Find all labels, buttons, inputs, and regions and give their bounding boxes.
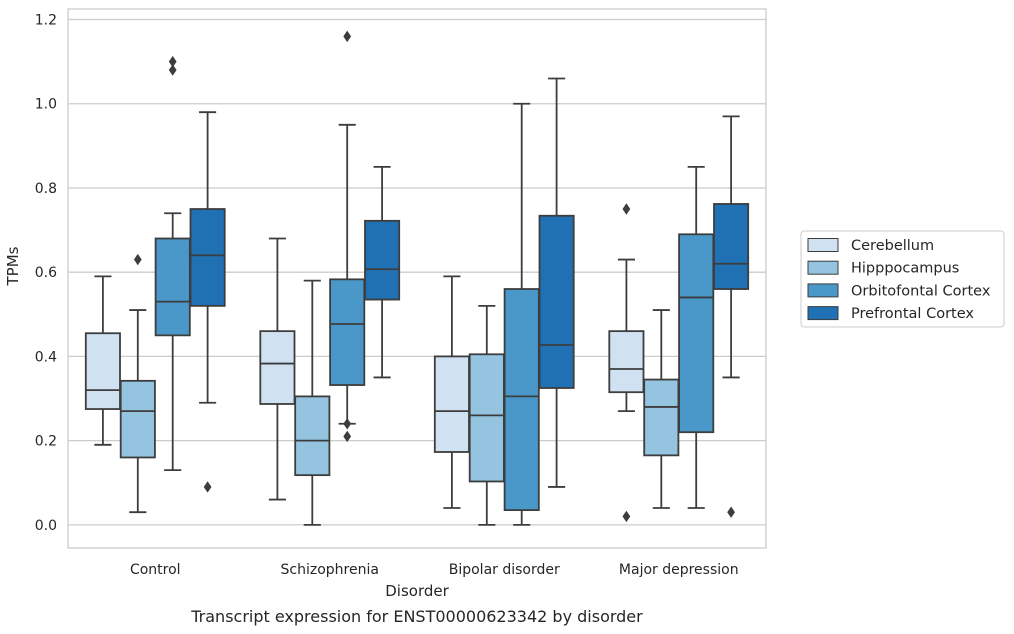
box-cerebellum-3 xyxy=(608,203,645,523)
outlier-point xyxy=(203,481,212,493)
box-orbitofontal-cortex-1 xyxy=(329,30,366,443)
legend-swatch xyxy=(807,238,839,252)
box-body xyxy=(329,278,366,386)
outlier-point xyxy=(343,30,352,43)
legend-swatch xyxy=(807,306,839,321)
legend-label: Orbitofontal Cortex xyxy=(851,283,991,299)
box-body xyxy=(259,330,296,405)
outlier-point xyxy=(622,510,631,523)
box-orbitofontal-cortex-2 xyxy=(503,102,540,526)
box-cerebellum-1 xyxy=(259,237,296,501)
x-axis-label: Disorder xyxy=(385,582,449,600)
box-body xyxy=(468,353,505,483)
x-tick-labels: Control Schizophrenia Bipolar disorder Majo… xyxy=(130,562,739,578)
legend-label: Prefrontal Cortex xyxy=(851,306,974,322)
box-prefrontal-cortex-2 xyxy=(538,77,575,488)
plot-frame xyxy=(67,8,767,549)
box-body xyxy=(678,233,715,434)
legend-label: Cerebellum xyxy=(851,238,934,254)
outlier-point xyxy=(343,418,352,430)
box-orbitofontal-cortex-0 xyxy=(154,55,191,471)
box-hipppocampus-0 xyxy=(119,253,156,514)
box-body xyxy=(364,219,401,301)
y-axis-label: TPMs xyxy=(4,246,22,286)
box-prefrontal-cortex-1 xyxy=(364,166,401,379)
outlier-point xyxy=(168,64,177,76)
y-tick-label: 0.4 xyxy=(35,349,57,365)
box-cerebellum-2 xyxy=(433,275,470,509)
chart-caption: Transcript expression for ENST0000062334… xyxy=(190,607,643,626)
outlier-point xyxy=(133,253,142,266)
box-body xyxy=(608,330,645,394)
outlier-point xyxy=(727,506,735,518)
box-body xyxy=(503,288,540,512)
y-tick-label: 0.6 xyxy=(35,265,57,281)
box-body xyxy=(154,237,191,337)
outlier-point xyxy=(622,203,631,215)
box-body xyxy=(84,332,121,410)
box-body xyxy=(119,379,156,459)
box-body xyxy=(713,203,750,290)
box-body xyxy=(538,214,575,389)
x-tick-label: Schizophrenia xyxy=(281,562,379,578)
box-orbitofontal-cortex-3 xyxy=(678,166,715,509)
y-tick-labels: 0.0 0.2 0.4 0.6 0.8 1.0 1.2 xyxy=(35,13,57,534)
x-tick-label: Major depression xyxy=(619,562,739,578)
box-prefrontal-cortex-3 xyxy=(713,115,750,518)
y-tick-label: 0.8 xyxy=(35,181,57,197)
outlier-point xyxy=(343,430,352,443)
legend-swatch xyxy=(807,283,839,298)
legend-swatch xyxy=(807,260,839,275)
legend: Cerebellum Hipppocampus Orbitofontal Corte… xyxy=(800,230,1005,328)
y-tick-label: 0.2 xyxy=(35,434,57,450)
box-body xyxy=(433,355,470,453)
box-body xyxy=(643,378,680,457)
y-tick-label: 1.2 xyxy=(35,13,57,29)
box-hipppocampus-1 xyxy=(294,279,331,526)
y-tick-label: 1.0 xyxy=(35,97,57,113)
box-prefrontal-cortex-0 xyxy=(189,111,226,493)
outlier-point xyxy=(168,55,177,68)
box-body xyxy=(189,208,226,307)
legend-frame xyxy=(800,230,1005,328)
x-tick-label: Control xyxy=(130,562,181,578)
y-tick-label: 0.0 xyxy=(35,518,57,534)
x-tick-label: Bipolar disorder xyxy=(449,562,560,578)
legend-label: Hipppocampus xyxy=(851,261,959,277)
boxes xyxy=(84,30,750,526)
box-cerebellum-0 xyxy=(84,275,121,446)
box-hipppocampus-2 xyxy=(468,304,505,526)
box-body xyxy=(294,395,331,477)
